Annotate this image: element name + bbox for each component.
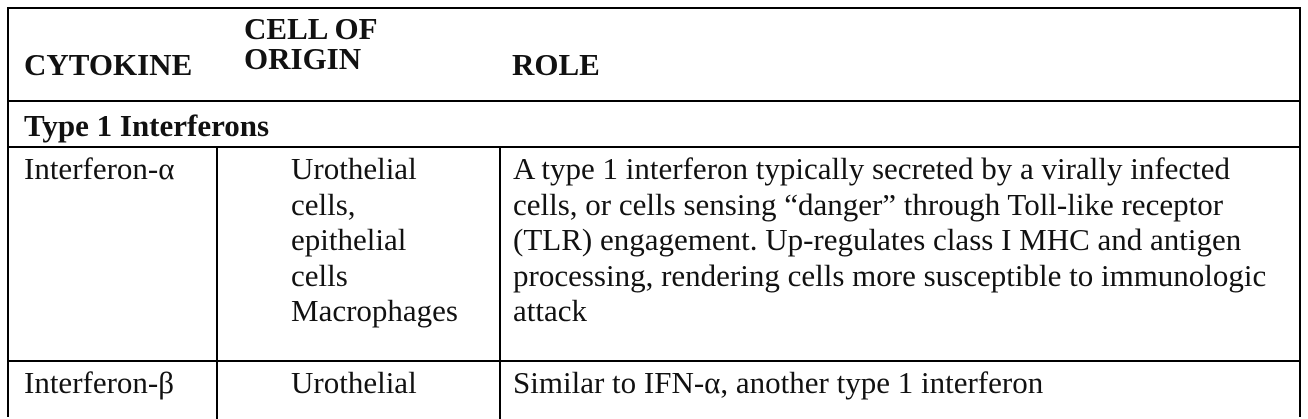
origin-line: Macrophages xyxy=(291,293,458,329)
origin-line: epithelial xyxy=(291,222,407,258)
origin-line: Urothelial xyxy=(291,365,417,400)
origin-line: cells, xyxy=(291,186,356,222)
table-row: Interferon-β Urothelial Similar to IFN-α… xyxy=(9,362,1299,419)
section-title: Type 1 Interferons xyxy=(24,108,270,143)
role-description: Similar to IFN-α, another type 1 interfe… xyxy=(513,365,1044,400)
origin-line: Urothelial xyxy=(291,151,417,186)
role-description: A type 1 interferon typically secreted b… xyxy=(513,151,1267,329)
origin-line: cells xyxy=(291,257,348,293)
cell-of-origin: Urothelial cells, epithelial cells Macro… xyxy=(291,151,496,329)
column-divider xyxy=(216,148,218,360)
cell-of-origin: Urothelial xyxy=(291,365,496,401)
section-row: Type 1 Interferons xyxy=(9,102,1299,148)
cytokine-table: CYTOKINE CELL OF ORIGIN ROLE Type 1 Inte… xyxy=(7,7,1301,419)
header-cytokine: CYTOKINE xyxy=(24,47,193,82)
cytokine-name: Interferon-β xyxy=(24,365,175,400)
header-role: ROLE xyxy=(512,47,600,82)
header-cell-of-origin: CELL OF ORIGIN xyxy=(244,11,377,76)
column-divider xyxy=(499,362,501,419)
column-divider xyxy=(499,148,501,360)
table-header: CYTOKINE CELL OF ORIGIN ROLE xyxy=(9,9,1299,102)
table-row: Interferon-α Urothelial cells, epithelia… xyxy=(9,148,1299,362)
cytokine-name: Interferon-α xyxy=(24,151,175,186)
column-divider xyxy=(216,362,218,419)
